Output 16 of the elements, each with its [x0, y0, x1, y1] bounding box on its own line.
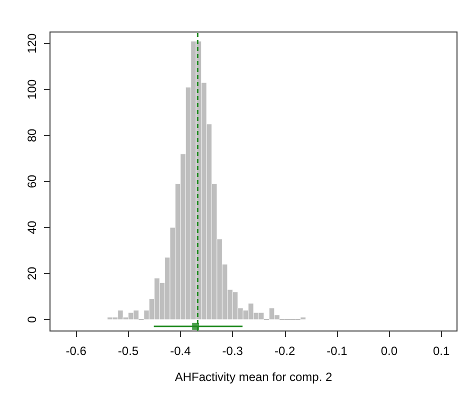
y-tick-label: 40	[25, 220, 39, 234]
y-tick-label: 100	[25, 79, 39, 100]
x-tick-label: -0.2	[274, 344, 296, 358]
x-tick-label: -0.5	[118, 344, 139, 358]
y-tick-label: 80	[25, 128, 39, 142]
x-tick-label: -0.1	[326, 344, 348, 358]
x-tick-label: -0.6	[66, 344, 87, 358]
y-tick-label: 20	[25, 266, 39, 280]
y-tick-label: 120	[25, 33, 39, 54]
x-tick-label: 0.0	[380, 344, 398, 358]
y-tick-label: 0	[25, 316, 39, 323]
x-axis-title: AHFactivity mean for comp. 2	[174, 370, 333, 384]
y-tick-label: 60	[25, 174, 39, 188]
x-tick-label: -0.4	[170, 344, 192, 358]
x-tick-label: -0.3	[222, 344, 244, 358]
x-tick-label: 0.1	[433, 344, 450, 358]
